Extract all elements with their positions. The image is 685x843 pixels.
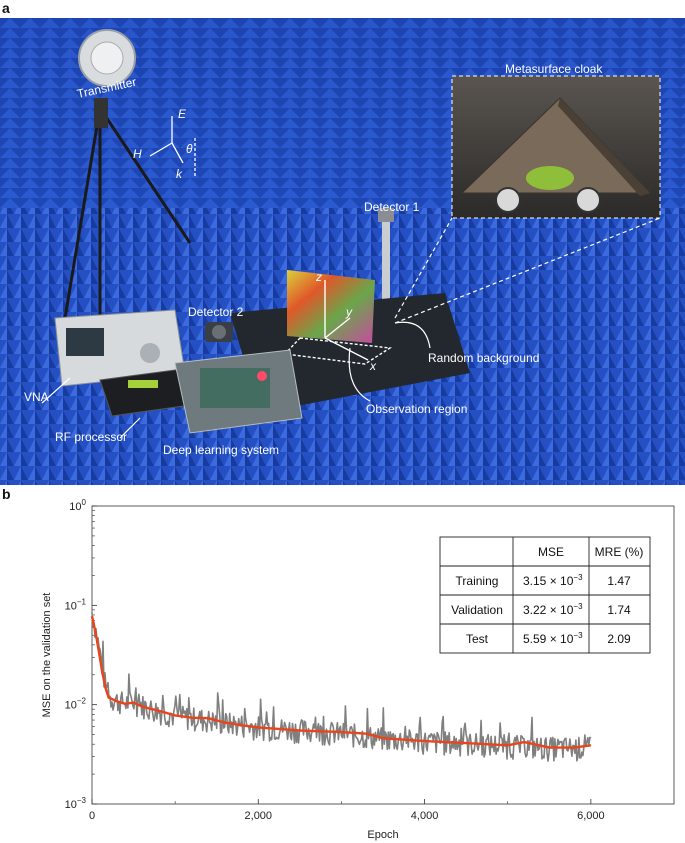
series-group xyxy=(90,612,592,762)
label-detector-1: Detector 1 xyxy=(364,200,420,214)
x-axis-ticks: 0 2,000 4,000 6,000 xyxy=(89,799,605,822)
x-tick-label: 4,000 xyxy=(411,810,439,822)
label-x-axis: x xyxy=(369,359,377,373)
y-tick-label: 10−1 xyxy=(65,597,87,612)
label-k-vector: k xyxy=(176,167,183,181)
deep-learning-system xyxy=(174,349,303,434)
panel-label-a: a xyxy=(2,0,10,16)
label-theta: θ xyxy=(186,142,193,156)
table-cell-mse: 3.22 × 10−3 xyxy=(523,602,583,617)
x-tick-label: 2,000 xyxy=(245,810,273,822)
random-background-panel xyxy=(287,270,375,343)
label-vna: VNA xyxy=(24,390,49,404)
experimental-setup-photo: Transmitter E H k θ Detector 1 z y x Det… xyxy=(0,18,685,485)
detector-2 xyxy=(205,322,233,342)
table-cell-mse: 5.59 × 10−3 xyxy=(523,631,583,646)
table-cell-mre: 1.47 xyxy=(607,574,631,588)
smoothed-mse-series-line xyxy=(90,615,592,749)
y-tick-label: 10−3 xyxy=(65,796,87,811)
x-tick-label: 6,000 xyxy=(577,810,605,822)
mse-training-chart: 100 10−1 10−2 10−3 0 2,000 4,000 6,000 Epoch M… xyxy=(41,498,675,841)
field-vectors-icon xyxy=(149,116,196,178)
label-deep-learning-system: Deep learning system xyxy=(163,443,279,457)
label-metasurface-cloak: Metasurface cloak xyxy=(505,62,603,76)
detector-1 xyxy=(378,208,394,318)
table-row-name: Validation xyxy=(451,603,503,617)
label-random-background: Random background xyxy=(428,351,539,365)
label-observation-region: Observation region xyxy=(366,402,467,416)
transmitter-antenna xyxy=(58,29,192,349)
label-z-axis: z xyxy=(315,270,322,284)
label-h-field: H xyxy=(133,147,142,161)
label-e-field: E xyxy=(178,107,187,121)
table-cell-mre: 2.09 xyxy=(607,632,631,646)
observation-axes-icon xyxy=(283,280,393,365)
label-rf-processor: RF processor xyxy=(55,430,127,444)
label-detector-2: Detector 2 xyxy=(188,305,244,319)
panel-label-b: b xyxy=(2,486,11,502)
table-row-name: Training xyxy=(456,574,499,588)
label-y-axis: y xyxy=(345,305,353,319)
y-tick-label: 10−2 xyxy=(65,697,87,712)
y-axis-label: MSE on the validation set xyxy=(41,593,53,718)
x-axis-label: Epoch xyxy=(367,829,398,841)
results-table: MSE MRE (%) Training 3.15 × 10−3 1.47 Va… xyxy=(439,536,651,654)
callout-lines xyxy=(41,217,661,439)
table-row-name: Test xyxy=(466,632,489,646)
table-cell-mre: 1.74 xyxy=(607,603,631,617)
metasurface-cloak-inset xyxy=(451,75,661,219)
table-header-mse: MSE xyxy=(538,545,564,559)
table-header-mre: MRE (%) xyxy=(595,545,644,559)
table-cell-mse: 3.15 × 10−3 xyxy=(523,573,583,588)
y-axis-ticks: 100 10−1 10−2 10−3 xyxy=(65,498,97,811)
x-tick-label: 0 xyxy=(89,810,95,822)
y-tick-label: 100 xyxy=(69,498,86,513)
plot-frame xyxy=(91,505,675,805)
